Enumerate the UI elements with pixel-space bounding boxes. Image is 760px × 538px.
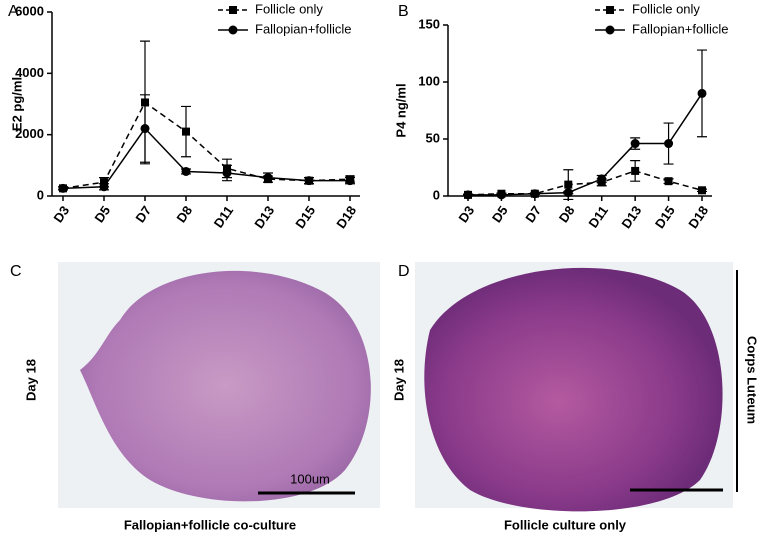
y-tick-label: 6000 [15, 3, 44, 18]
marker [140, 124, 150, 134]
marker [606, 6, 614, 14]
marker [698, 186, 706, 195]
marker [563, 188, 573, 198]
marker [564, 180, 573, 189]
marker [182, 127, 190, 136]
series-line [62, 101, 351, 190]
x-tick-label: D5 [91, 203, 113, 225]
panel-letter: A [8, 3, 19, 20]
x-tick-label: D8 [173, 203, 195, 225]
x-tick-label: D18 [685, 203, 711, 231]
side-label: Day 18 [391, 359, 406, 401]
marker [229, 6, 237, 14]
marker [496, 190, 506, 200]
marker [631, 166, 640, 175]
marker [263, 173, 273, 183]
marker [99, 182, 109, 192]
y-axis-label: E2 pg/ml [9, 77, 24, 131]
x-tick-label: D3 [50, 203, 72, 225]
legend-label: Follicle only [255, 1, 323, 16]
marker [181, 166, 191, 176]
y-tick-label: 2000 [15, 126, 44, 141]
marker [605, 25, 615, 35]
legend-label: Follicle only [632, 1, 700, 16]
y-tick-label: 0 [37, 187, 44, 202]
series-line [468, 92, 703, 196]
x-tick-label: D5 [489, 203, 511, 225]
annotation: Corps Luteum [745, 336, 760, 424]
marker [597, 174, 607, 184]
marker [664, 177, 673, 186]
marker [530, 189, 540, 199]
y-tick-label: 150 [418, 16, 440, 31]
marker [58, 183, 68, 193]
caption: Follicle culture only [504, 517, 627, 532]
x-tick-label: D13 [618, 203, 644, 231]
y-tick-label: 4000 [15, 65, 44, 80]
y-tick-label: 0 [433, 187, 440, 202]
panel-letter: B [398, 3, 409, 20]
panel-letter: D [398, 263, 410, 280]
scale-bar-label: 100um [290, 471, 330, 486]
panel-letter: C [10, 263, 22, 280]
marker [697, 88, 707, 98]
x-tick-label: D3 [455, 203, 477, 225]
x-tick-label: D7 [132, 203, 154, 225]
marker [664, 139, 674, 149]
marker [345, 176, 355, 186]
caption: Fallopian+follicle co-culture [124, 517, 296, 532]
marker [630, 139, 640, 149]
x-tick-label: D13 [251, 203, 277, 231]
x-tick-label: D11 [585, 203, 611, 231]
y-tick-label: 50 [426, 130, 440, 145]
y-tick-label: 100 [418, 73, 440, 88]
y-axis-label: P4 ng/ml [393, 83, 408, 137]
marker [463, 190, 473, 200]
x-tick-label: D15 [292, 203, 318, 231]
x-tick-label: D18 [333, 203, 359, 231]
legend-label: Fallopian+follicle [255, 21, 351, 36]
side-label: Day 18 [23, 359, 38, 401]
marker [100, 178, 108, 187]
legend-label: Fallopian+follicle [632, 21, 728, 36]
marker [304, 176, 314, 186]
x-tick-label: D8 [556, 203, 578, 225]
x-tick-label: D15 [652, 203, 678, 231]
series-line [62, 127, 350, 190]
micrograph-tissue [80, 270, 371, 502]
x-tick-label: D11 [211, 203, 237, 231]
x-tick-label: D7 [522, 203, 544, 225]
micrograph-tissue [424, 267, 723, 512]
marker [228, 25, 238, 35]
marker [222, 168, 232, 178]
